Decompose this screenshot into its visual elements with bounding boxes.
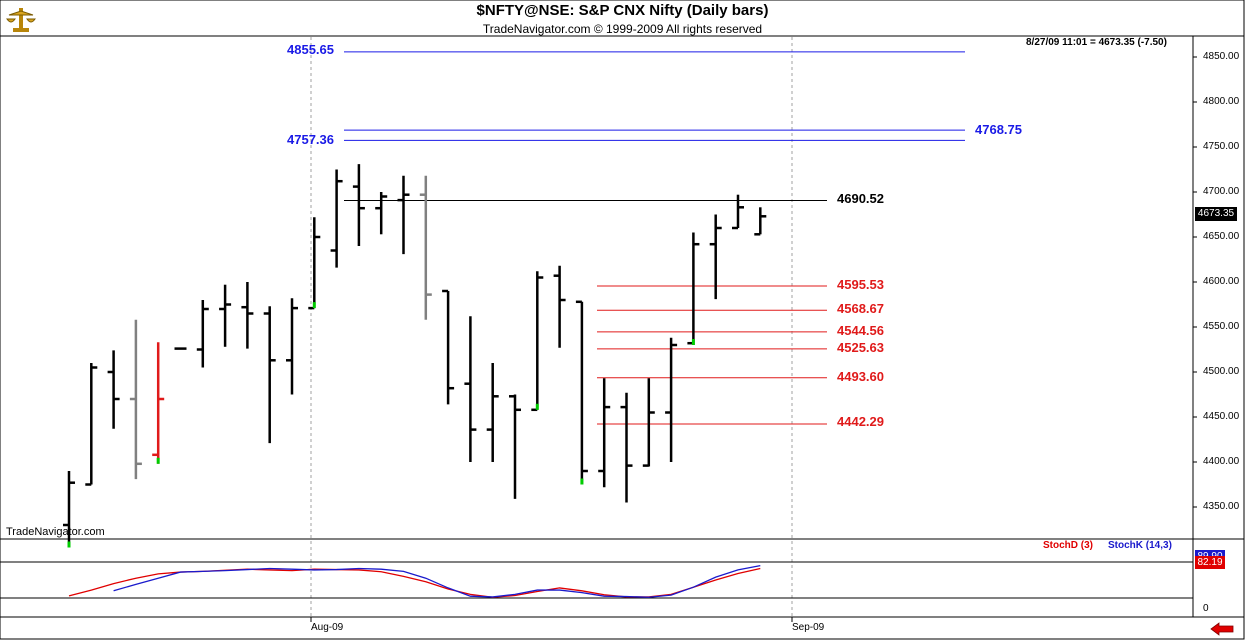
ohlc-bar [219,284,232,347]
level-label-4690: 4690.52 [837,191,884,206]
green-marker [312,302,316,309]
ohlc-bar [509,394,521,499]
y-tick-label: 4600.00 [1203,276,1240,287]
y-tick-label: 4650.00 [1203,231,1240,242]
ohlc-bar [107,350,120,429]
scroll-back-arrow-icon[interactable] [1209,622,1235,636]
ohlc-bar [464,316,477,462]
level-label-4768: 4768.75 [975,122,1022,137]
last-price-tag: 4673.35 [1195,207,1237,221]
y-tick-label: 4800.00 [1203,96,1240,107]
level-label-4525: 4525.63 [837,340,884,355]
ohlc-bar [709,214,722,300]
y-tick-label: 4450.00 [1203,411,1240,422]
copyright-line: TradeNavigator.com © 1999-2009 All right… [482,22,763,36]
level-label-4544: 4544.56 [837,323,884,338]
ohlc-bar [442,289,455,405]
ohlc-bar [531,271,544,412]
ohlc-bar [575,300,588,485]
green-marker [535,403,539,410]
level-label-4442: 4442.29 [837,414,884,429]
stochd-line [68,567,761,598]
ohlc-bar [754,207,767,236]
y-tick-label: 4500.00 [1203,366,1240,377]
ohlc-bar [598,378,611,488]
ohlc-bar [352,164,365,246]
x-tick-label-sep: Sep-09 [792,622,825,633]
stochd-value-tag: 82.19 [1195,556,1225,569]
y-tick-label: 4850.00 [1203,51,1240,62]
stoch-zero-label: 0 [1203,603,1209,614]
y-tick-label: 4350.00 [1203,501,1240,512]
stochd-legend[interactable]: StochD (3) [1043,540,1093,551]
y-tick-label: 4550.00 [1203,321,1240,332]
status-readout: 8/27/09 11:01 = 4673.35 (-7.50) [1026,37,1167,48]
ohlc-bar [486,363,499,462]
ohlc-bar [665,337,678,462]
y-tick-label: 4750.00 [1203,141,1240,152]
ohlc-bar [642,378,655,467]
chart-title: $NFTY@NSE: S&P CNX Nifty (Daily bars) [476,2,769,19]
stochk-line [113,564,761,598]
y-tick-label: 4400.00 [1203,456,1240,467]
ohlc-bar [553,265,566,348]
ohlc-bar [129,319,142,480]
ohlc-bar [375,192,388,235]
watermark: TradeNavigator.com [6,526,105,538]
ohlc-bar [85,363,98,486]
green-marker [156,457,160,464]
level-label-4757: 4757.36 [287,132,334,147]
ohlc-bar [308,217,321,310]
trade-navigator-logo-icon[interactable] [5,5,37,33]
level-label-4855: 4855.65 [287,42,334,57]
green-marker [691,339,695,345]
ohlc-bar [286,298,298,395]
level-label-4568: 4568.67 [837,301,884,316]
ohlc-bar [397,175,410,255]
ohlc-bar [152,342,165,464]
green-marker [67,541,71,548]
ohlc-bar [241,282,254,349]
ohlc-bar [687,232,700,345]
stochk-legend[interactable]: StochK (14,3) [1108,540,1172,551]
ohlc-bar [63,471,75,548]
level-label-4493: 4493.60 [837,369,884,384]
ohlc-bar [263,306,276,444]
ohlc-bar [620,392,633,503]
ohlc-bar [196,300,209,368]
ohlc-bar [330,169,343,268]
ohlc-bar [419,175,432,320]
y-tick-label: 4700.00 [1203,186,1240,197]
ohlc-bar [732,194,744,230]
green-marker [580,478,584,485]
x-tick-label-aug: Aug-09 [311,622,344,633]
level-label-4595: 4595.53 [837,277,884,292]
